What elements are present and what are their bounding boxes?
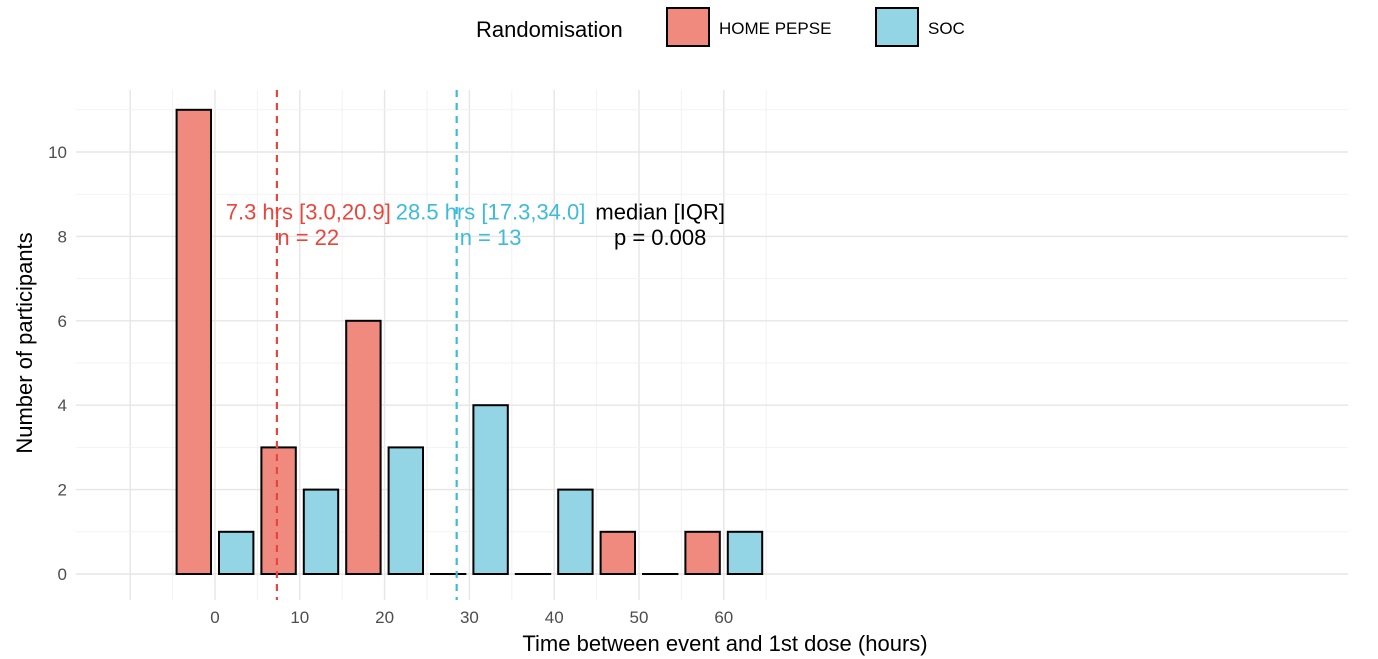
annotation-soc-line2: n = 13 bbox=[460, 225, 522, 250]
annotation-home-pepse-line1: 7.3 hrs [3.0,20.9] bbox=[226, 200, 391, 225]
y-tick-label: 4 bbox=[58, 396, 67, 415]
bar-soc-7 bbox=[472, 404, 509, 576]
legend-label-home-pepse: HOME PEPSE bbox=[719, 19, 831, 38]
x-tick-label: 30 bbox=[460, 608, 479, 627]
bar-home-pepse-2 bbox=[260, 446, 297, 575]
bars bbox=[175, 108, 764, 576]
x-tick-label: 0 bbox=[210, 608, 219, 627]
legend-swatch-home-pepse bbox=[666, 7, 710, 47]
bar-home-pepse-10 bbox=[599, 530, 636, 575]
y-axis-ticks: 0 2 4 6 8 10 bbox=[48, 143, 67, 584]
y-tick-label: 2 bbox=[58, 481, 67, 500]
y-tick-label: 6 bbox=[58, 312, 67, 331]
median-lines bbox=[275, 90, 458, 600]
x-tick-label: 40 bbox=[545, 608, 564, 627]
legend-swatch-soc bbox=[875, 7, 919, 47]
y-tick-label: 0 bbox=[58, 565, 67, 584]
legend-label-soc: SOC bbox=[928, 19, 965, 38]
x-axis-title: Time between event and 1st dose (hours) bbox=[522, 631, 927, 656]
x-tick-label: 10 bbox=[290, 608, 309, 627]
x-tick-label: 50 bbox=[630, 608, 649, 627]
y-tick-label: 8 bbox=[58, 227, 67, 246]
annotations: 7.3 hrs [3.0,20.9]n = 22 28.5 hrs [17.3,3… bbox=[226, 200, 725, 250]
legend-title: Randomisation bbox=[476, 17, 623, 42]
y-tick-label: 10 bbox=[48, 143, 67, 162]
bar-home-pepse-4 bbox=[345, 319, 382, 575]
bar-soc-9 bbox=[557, 488, 594, 576]
x-tick-label: 20 bbox=[375, 608, 394, 627]
bar-home-pepse-0 bbox=[175, 108, 213, 576]
bar-soc-1 bbox=[218, 530, 255, 575]
annotation-stats-line2: p = 0.008 bbox=[614, 225, 706, 250]
bar-soc-13 bbox=[726, 530, 764, 575]
bar-home-pepse-12 bbox=[684, 530, 721, 575]
x-axis-ticks: 0 10 20 30 40 50 60 bbox=[210, 608, 733, 627]
annotation-soc-line1: 28.5 hrs [17.3,34.0] bbox=[396, 200, 586, 225]
x-tick-label: 60 bbox=[714, 608, 733, 627]
bar-soc-5 bbox=[387, 446, 425, 575]
bar-soc-3 bbox=[302, 488, 340, 576]
annotation-home-pepse-line2: n = 22 bbox=[277, 225, 339, 250]
annotation-stats-line1: median [IQR] bbox=[595, 200, 725, 225]
y-axis-title: Number of participants bbox=[12, 232, 37, 453]
legend: Randomisation HOME PEPSE SOC bbox=[476, 7, 965, 47]
